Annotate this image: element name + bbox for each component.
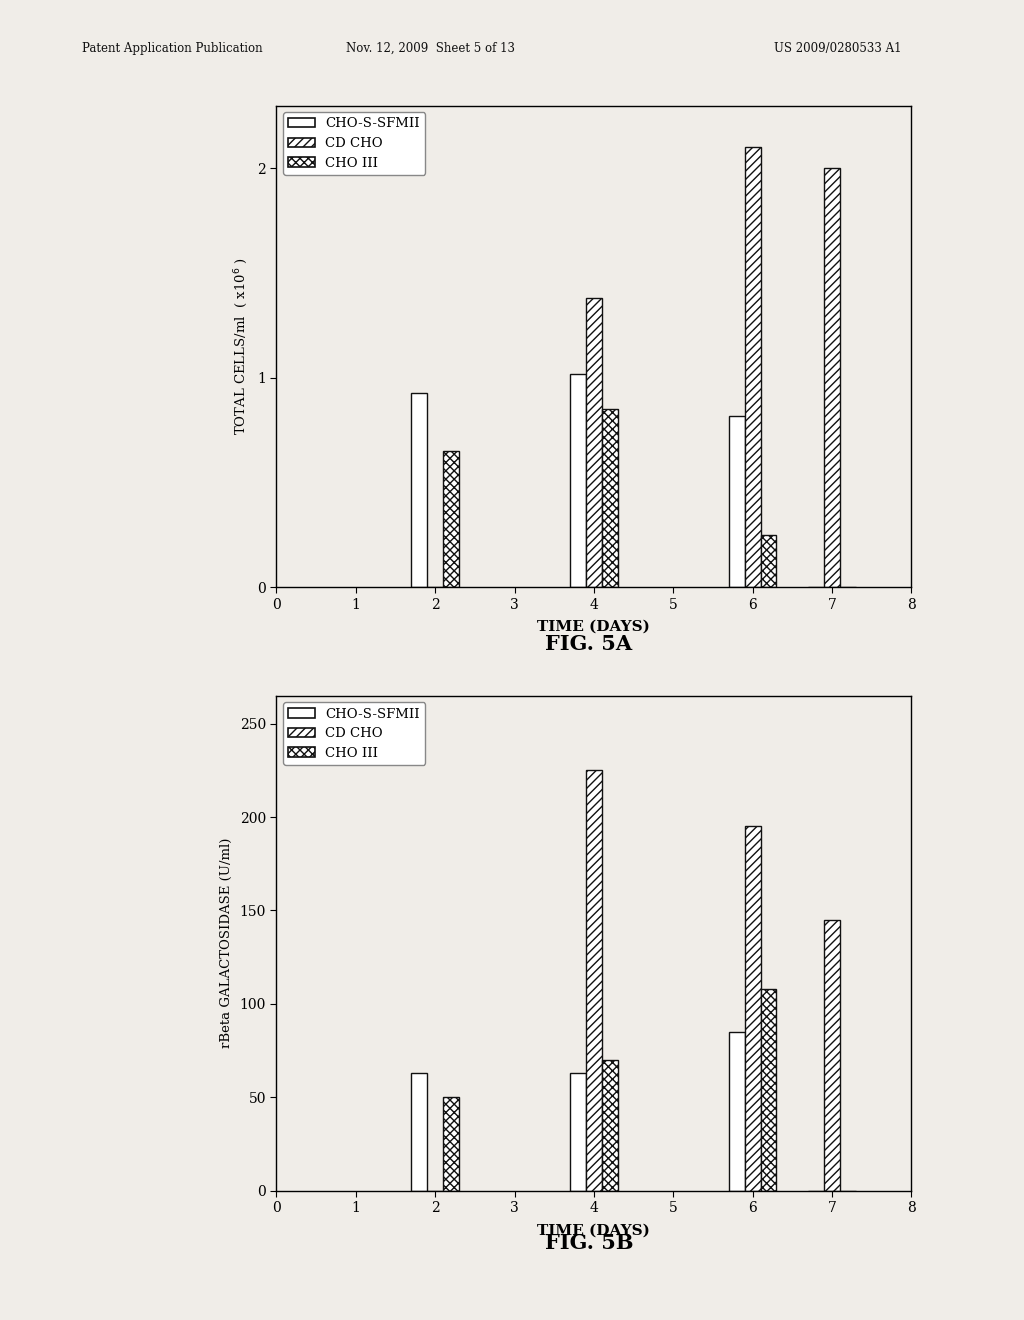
Legend: CHO-S-SFMII, CD CHO, CHO III: CHO-S-SFMII, CD CHO, CHO III [283, 112, 425, 176]
Bar [744, 826, 761, 1191]
Bar [761, 535, 776, 587]
Bar [729, 1032, 744, 1191]
Bar [586, 298, 602, 587]
Bar [443, 451, 459, 587]
Y-axis label: rBeta GALACTOSIDASE (U/ml): rBeta GALACTOSIDASE (U/ml) [220, 838, 232, 1048]
X-axis label: TIME (DAYS): TIME (DAYS) [538, 1224, 650, 1237]
Bar [602, 1060, 617, 1191]
Text: Patent Application Publication: Patent Application Publication [82, 42, 262, 55]
Bar [602, 409, 617, 587]
Bar [744, 148, 761, 587]
Text: US 2009/0280533 A1: US 2009/0280533 A1 [773, 42, 901, 55]
Bar [570, 1073, 586, 1191]
Text: Nov. 12, 2009  Sheet 5 of 13: Nov. 12, 2009 Sheet 5 of 13 [345, 42, 515, 55]
Y-axis label: TOTAL CELLS/ml  ( x10$^6$ ): TOTAL CELLS/ml ( x10$^6$ ) [232, 257, 250, 436]
Text: FIG. 5A: FIG. 5A [545, 634, 633, 655]
Bar [586, 771, 602, 1191]
Bar [443, 1097, 459, 1191]
Legend: CHO-S-SFMII, CD CHO, CHO III: CHO-S-SFMII, CD CHO, CHO III [283, 702, 425, 766]
Bar [570, 374, 586, 587]
Bar [412, 1073, 427, 1191]
Bar [824, 169, 840, 587]
Bar [761, 989, 776, 1191]
Bar [729, 416, 744, 587]
Bar [824, 920, 840, 1191]
Bar [412, 392, 427, 587]
Text: FIG. 5B: FIG. 5B [545, 1233, 633, 1254]
X-axis label: TIME (DAYS): TIME (DAYS) [538, 620, 650, 634]
